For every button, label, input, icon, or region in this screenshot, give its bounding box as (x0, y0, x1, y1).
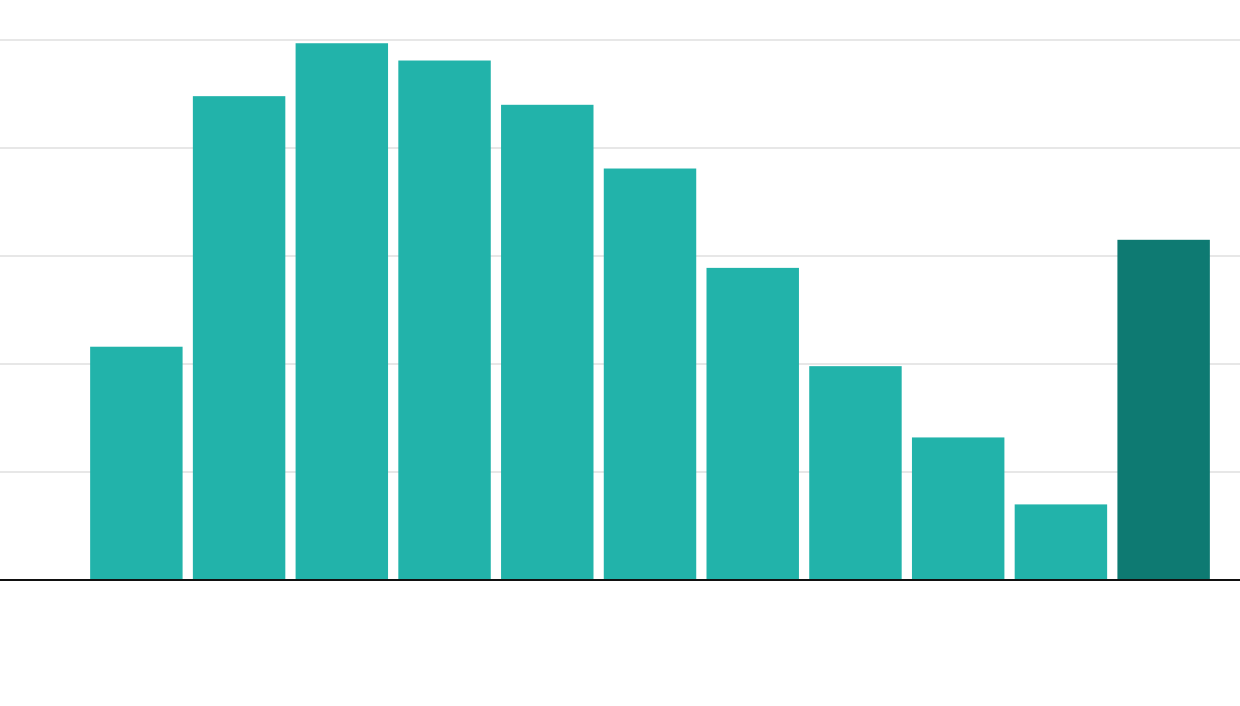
bar (706, 267, 799, 580)
bar (295, 43, 389, 581)
bar (603, 168, 697, 580)
bar (1014, 504, 1108, 580)
bar (192, 96, 286, 580)
bar (90, 346, 183, 580)
bar (911, 437, 1005, 580)
bar (398, 60, 491, 580)
bar (809, 366, 902, 580)
bar (501, 104, 594, 581)
bar (1117, 239, 1210, 581)
